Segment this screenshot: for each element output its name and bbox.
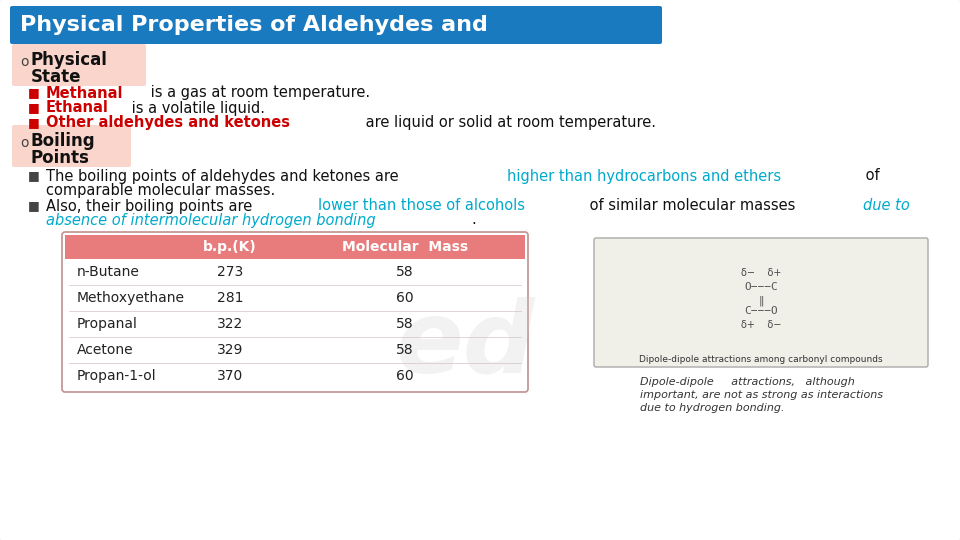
Text: ■: ■: [28, 102, 39, 114]
Text: Boiling: Boiling: [31, 132, 96, 150]
Text: ed: ed: [396, 296, 535, 394]
Text: b.p.(K): b.p.(K): [204, 240, 257, 254]
Text: State: State: [31, 68, 82, 86]
Text: Dipole-dipole     attractions,   although
important, are not as strong as intera: Dipole-dipole attractions, although impo…: [639, 377, 882, 414]
Text: are liquid or solid at room temperature.: are liquid or solid at room temperature.: [361, 116, 656, 131]
Text: Propanal: Propanal: [77, 317, 138, 331]
Text: Methanal: Methanal: [46, 85, 124, 100]
Text: Dipole-dipole attractions among carbonyl compounds: Dipole-dipole attractions among carbonyl…: [639, 354, 883, 363]
Text: ■: ■: [28, 170, 39, 183]
Text: Points: Points: [31, 149, 90, 167]
Text: Physical: Physical: [31, 51, 108, 69]
Text: Methoxyethane: Methoxyethane: [77, 291, 185, 305]
Text: ‖: ‖: [758, 295, 764, 306]
Text: 370: 370: [217, 369, 243, 383]
Text: 273: 273: [217, 265, 243, 279]
Text: C−−−O: C−−−O: [744, 306, 778, 315]
Text: Physical Properties of Aldehydes and: Physical Properties of Aldehydes and: [20, 15, 488, 35]
Text: lower than those of alcohols: lower than those of alcohols: [318, 199, 525, 213]
Text: Other aldehydes and ketones: Other aldehydes and ketones: [46, 116, 290, 131]
Text: comparable molecular masses.: comparable molecular masses.: [46, 183, 276, 198]
Text: Propan-1-ol: Propan-1-ol: [77, 369, 156, 383]
Text: o: o: [20, 136, 29, 150]
Text: Ethanal: Ethanal: [46, 100, 108, 116]
FancyBboxPatch shape: [594, 238, 928, 367]
Text: The boiling points of aldehydes and ketones are: The boiling points of aldehydes and keto…: [46, 168, 403, 184]
Text: 281: 281: [217, 291, 243, 305]
Text: 58: 58: [396, 343, 414, 357]
Text: 58: 58: [396, 265, 414, 279]
Text: is a volatile liquid.: is a volatile liquid.: [127, 100, 265, 116]
Text: due to: due to: [863, 199, 909, 213]
Text: absence of intermolecular hydrogen bonding: absence of intermolecular hydrogen bondi…: [46, 213, 375, 227]
Text: 60: 60: [396, 291, 414, 305]
Text: Acetone: Acetone: [77, 343, 133, 357]
FancyBboxPatch shape: [10, 6, 662, 44]
Text: of: of: [861, 168, 879, 184]
Text: 329: 329: [217, 343, 243, 357]
Text: o: o: [20, 55, 29, 69]
Text: Also, their boiling points are: Also, their boiling points are: [46, 199, 257, 213]
Text: δ−    δ+: δ− δ+: [741, 267, 781, 278]
FancyBboxPatch shape: [62, 232, 528, 392]
Text: is a gas at room temperature.: is a gas at room temperature.: [146, 85, 371, 100]
Text: n-Butane: n-Butane: [77, 265, 140, 279]
Text: 60: 60: [396, 369, 414, 383]
Text: of similar molecular masses: of similar molecular masses: [586, 199, 801, 213]
Text: higher than hydrocarbons and ethers: higher than hydrocarbons and ethers: [507, 168, 781, 184]
Text: .: .: [471, 213, 476, 227]
Text: ■: ■: [28, 199, 39, 213]
Text: ■: ■: [28, 117, 39, 130]
Bar: [65, 235, 525, 259]
Text: δ+    δ−: δ+ δ−: [741, 320, 781, 329]
FancyBboxPatch shape: [12, 125, 131, 167]
Text: Molecular  Mass: Molecular Mass: [342, 240, 468, 254]
Text: O−−−C: O−−−C: [744, 282, 778, 293]
Text: 322: 322: [217, 317, 243, 331]
Text: 58: 58: [396, 317, 414, 331]
Text: ■: ■: [28, 86, 39, 99]
FancyBboxPatch shape: [12, 44, 146, 86]
